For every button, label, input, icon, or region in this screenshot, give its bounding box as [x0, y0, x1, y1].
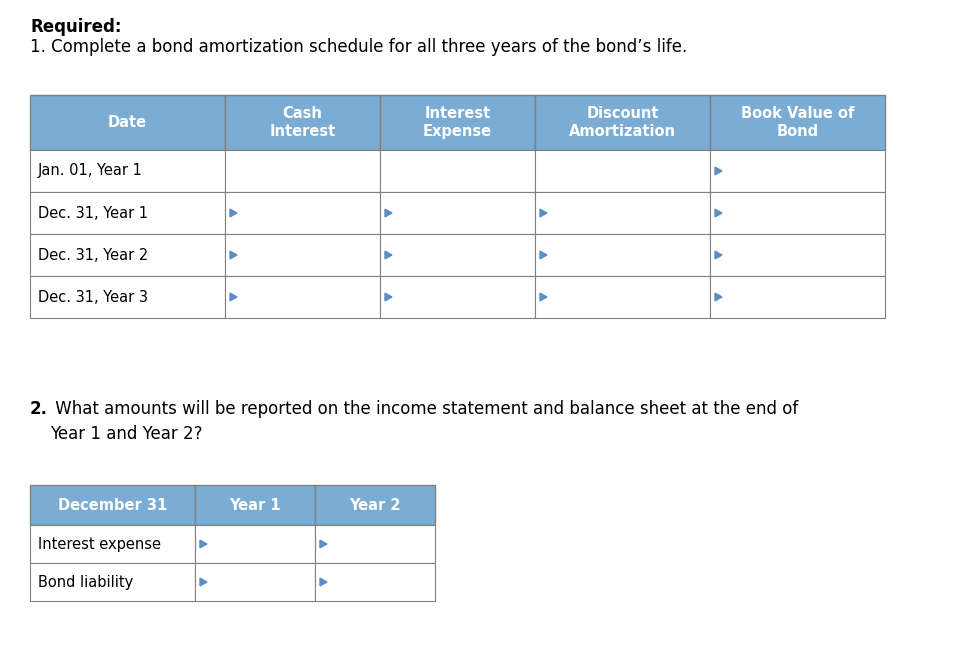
Text: December 31: December 31	[58, 498, 167, 513]
Bar	[315, 563, 435, 601]
Text: Jan. 01, Year 1: Jan. 01, Year 1	[38, 164, 143, 179]
Polygon shape	[320, 578, 327, 586]
Bar	[30, 95, 225, 150]
Bar	[30, 150, 225, 192]
Bar	[535, 234, 710, 276]
Bar	[710, 234, 885, 276]
Text: Dec. 31, Year 3: Dec. 31, Year 3	[38, 290, 148, 305]
Polygon shape	[540, 209, 547, 217]
Bar	[195, 563, 315, 601]
Polygon shape	[230, 293, 237, 301]
Bar	[30, 276, 225, 318]
Text: Dec. 31, Year 2: Dec. 31, Year 2	[38, 247, 148, 262]
Bar	[195, 485, 315, 525]
Bar	[710, 276, 885, 318]
Text: Book Value of
Bond: Book Value of Bond	[741, 106, 854, 139]
Bar	[380, 150, 535, 192]
Polygon shape	[320, 540, 327, 548]
Polygon shape	[230, 251, 237, 259]
Bar	[535, 150, 710, 192]
Text: Interest
Expense: Interest Expense	[423, 106, 492, 139]
Bar	[225, 234, 380, 276]
Bar	[30, 485, 195, 525]
Polygon shape	[540, 251, 547, 259]
Bar	[225, 150, 380, 192]
Polygon shape	[385, 251, 392, 259]
Text: Interest expense: Interest expense	[38, 536, 161, 551]
Polygon shape	[715, 167, 722, 175]
Polygon shape	[200, 540, 207, 548]
Bar	[30, 525, 195, 563]
Bar	[535, 95, 710, 150]
Bar	[30, 192, 225, 234]
Bar	[315, 525, 435, 563]
Text: Bond liability: Bond liability	[38, 574, 133, 589]
Polygon shape	[540, 293, 547, 301]
Text: 1. Complete a bond amortization schedule for all three years of the bond’s life.: 1. Complete a bond amortization schedule…	[30, 38, 687, 56]
Text: Year 2: Year 2	[349, 498, 400, 513]
Bar	[380, 192, 535, 234]
Bar	[30, 234, 225, 276]
Polygon shape	[715, 251, 722, 259]
Bar	[535, 192, 710, 234]
Bar	[30, 563, 195, 601]
Text: Discount
Amortization: Discount Amortization	[569, 106, 676, 139]
Polygon shape	[715, 293, 722, 301]
Bar	[380, 234, 535, 276]
Bar	[710, 150, 885, 192]
Text: Year 1: Year 1	[229, 498, 281, 513]
Bar	[380, 276, 535, 318]
Text: Required:: Required:	[30, 18, 122, 36]
Polygon shape	[715, 209, 722, 217]
Text: Date: Date	[108, 115, 147, 130]
Bar	[710, 95, 885, 150]
Bar	[315, 485, 435, 525]
Polygon shape	[385, 293, 392, 301]
Bar	[225, 276, 380, 318]
Text: 2.: 2.	[30, 400, 48, 418]
Bar	[195, 525, 315, 563]
Text: Cash
Interest: Cash Interest	[270, 106, 336, 139]
Bar	[225, 192, 380, 234]
Polygon shape	[230, 209, 237, 217]
Bar	[225, 95, 380, 150]
Polygon shape	[385, 209, 392, 217]
Text: Dec. 31, Year 1: Dec. 31, Year 1	[38, 205, 148, 220]
Polygon shape	[200, 578, 207, 586]
Bar	[535, 276, 710, 318]
Text: What amounts will be reported on the income statement and balance sheet at the e: What amounts will be reported on the inc…	[50, 400, 799, 443]
Bar	[380, 95, 535, 150]
Bar	[710, 192, 885, 234]
